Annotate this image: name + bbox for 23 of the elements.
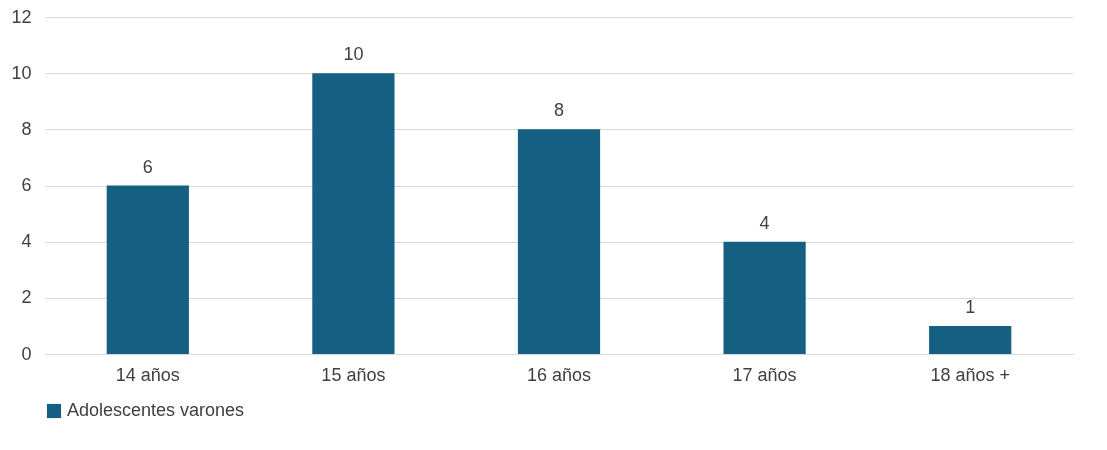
- y-tick-label: 10: [11, 62, 32, 83]
- y-tick-label: 6: [21, 175, 32, 195]
- data-label: 6: [142, 156, 153, 177]
- y-tick-label: 4: [21, 231, 32, 252]
- x-tick-label: 18 años +: [930, 364, 1010, 385]
- data-label: 10: [343, 44, 364, 65]
- y-tick-label: 0: [21, 343, 32, 364]
- x-tick-label: 15 años: [321, 364, 386, 385]
- bar: [106, 185, 189, 354]
- x-tick-label: 17 años: [732, 364, 797, 385]
- data-label: 1: [965, 296, 976, 317]
- x-tick-label: 16 años: [526, 364, 592, 385]
- bar: [517, 129, 601, 354]
- bar: [723, 241, 806, 354]
- y-tick-label: 12: [11, 6, 32, 27]
- y-tick-label: 8: [21, 118, 32, 139]
- bar: [312, 73, 395, 354]
- x-tick-label: 14 años: [115, 364, 180, 385]
- data-label: 8: [553, 100, 565, 121]
- data-label: 4: [759, 212, 770, 233]
- bar: [929, 325, 1012, 354]
- y-tick-label: 2: [21, 287, 32, 308]
- legend-label: Adolescentes varones: [67, 400, 245, 420]
